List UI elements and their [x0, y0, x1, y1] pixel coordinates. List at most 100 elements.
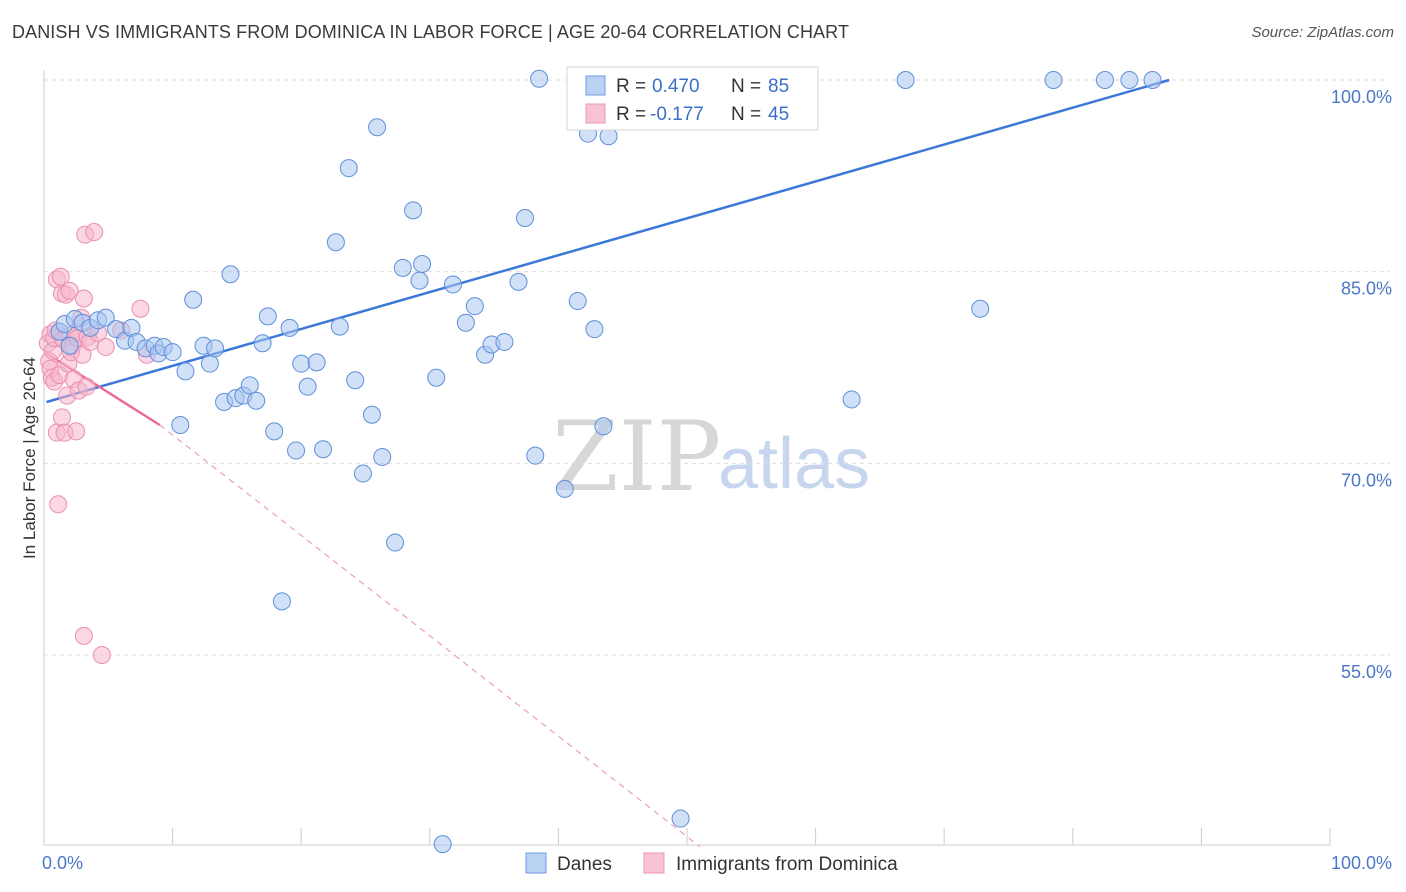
legend-r-label-2: R =: [616, 104, 646, 125]
chart-title: DANISH VS IMMIGRANTS FROM DOMINICA IN LA…: [12, 22, 850, 42]
stats-legend-box: [566, 66, 819, 131]
point-danes: [1120, 71, 1139, 89]
point-danes: [163, 343, 182, 362]
point-danes: [404, 201, 423, 220]
point-danes: [60, 336, 79, 355]
point-danes: [368, 118, 387, 137]
point-danes: [362, 405, 381, 424]
point-immigrants: [131, 299, 150, 318]
source-credit: Source: ZipAtlas.com: [1251, 24, 1394, 41]
y-tick-label: 55.0%: [1341, 662, 1392, 682]
point-danes: [240, 376, 259, 395]
point-danes: [515, 209, 534, 227]
point-danes: [594, 417, 613, 436]
y-tick-label: 100.0%: [1331, 87, 1392, 107]
point-danes: [555, 479, 574, 498]
point-danes: [495, 332, 514, 351]
legend-r-label-1: R =: [616, 76, 646, 97]
point-danes: [413, 255, 432, 273]
point-immigrants: [67, 422, 86, 441]
point-danes: [221, 265, 240, 284]
point-danes: [314, 440, 333, 459]
point-danes: [184, 290, 203, 309]
y-tick-label: 70.0%: [1341, 470, 1392, 490]
point-danes: [1044, 71, 1063, 89]
y-axis-label: In Labor Force | Age 20-64: [20, 357, 39, 559]
point-danes: [386, 533, 405, 552]
point-danes: [307, 353, 326, 372]
point-danes: [353, 464, 372, 483]
legend-n-value-1: 85: [768, 76, 789, 97]
trend-line-danes: [46, 78, 1170, 404]
point-danes: [410, 271, 429, 290]
point-immigrants: [77, 377, 96, 396]
tick-labels: 55.0% 70.0% 85.0% 100.0% 0.0% 100.0%: [42, 87, 1392, 873]
legend-r-value-1: 0.470: [652, 76, 700, 97]
point-danes: [1095, 71, 1114, 89]
legend-n-label-2: N =: [731, 104, 761, 125]
point-danes: [272, 592, 291, 611]
point-danes: [339, 159, 358, 178]
point-danes: [526, 446, 545, 465]
point-danes: [971, 299, 990, 318]
point-danes: [206, 339, 225, 358]
point-danes: [200, 354, 219, 373]
point-danes: [292, 354, 311, 373]
point-immigrants: [49, 495, 68, 514]
point-danes: [443, 275, 462, 294]
legend-swatch-immigrants-bottom: [643, 852, 665, 874]
point-danes: [247, 391, 266, 410]
point-danes: [509, 272, 528, 291]
point-immigrants: [53, 408, 72, 427]
y-tick-label: 85.0%: [1341, 279, 1392, 299]
series-legend: Danes Immigrants from Dominica: [525, 852, 898, 875]
point-danes: [568, 292, 587, 311]
point-immigrants: [74, 289, 93, 308]
point-danes: [433, 835, 452, 854]
point-immigrants: [60, 281, 79, 300]
point-danes: [427, 368, 446, 387]
point-danes: [176, 362, 195, 381]
x-tick-label: 0.0%: [42, 853, 83, 873]
axes: [43, 70, 1331, 846]
point-danes: [671, 809, 690, 828]
point-danes: [393, 258, 412, 277]
point-immigrants: [92, 646, 111, 664]
x-tick-label: 100.0%: [1331, 853, 1392, 873]
point-danes: [585, 320, 604, 339]
legend-swatch-danes: [585, 75, 606, 96]
legend-swatch-immigrants: [585, 103, 606, 124]
point-danes: [346, 371, 365, 390]
stats-legend: R = 0.470 N = 85 R = -0.177 N = 45: [566, 66, 819, 131]
point-danes: [258, 307, 277, 326]
point-immigrants: [74, 626, 93, 645]
point-danes: [280, 318, 299, 337]
watermark-atlas: atlas: [718, 424, 870, 504]
point-danes: [842, 390, 861, 409]
point-danes: [1143, 71, 1162, 89]
legend-r-value-2: -0.177: [650, 104, 704, 125]
legend-label-danes: Danes: [557, 854, 612, 875]
point-danes: [330, 317, 349, 336]
legend-n-value-2: 45: [768, 104, 789, 125]
legend-swatch-danes-bottom: [525, 852, 547, 874]
point-danes: [373, 447, 392, 466]
trend-line-immigrants-extension: [159, 424, 701, 848]
grid-lines: [44, 79, 1390, 656]
point-danes: [96, 308, 115, 327]
point-danes: [326, 233, 345, 252]
point-danes: [265, 422, 284, 441]
point-danes: [465, 297, 484, 316]
point-danes: [298, 377, 317, 396]
point-danes: [287, 441, 306, 460]
watermark-zip: ZIP: [552, 401, 721, 513]
point-danes: [456, 313, 475, 332]
point-immigrants: [85, 223, 104, 242]
point-danes: [530, 69, 549, 88]
point-danes: [171, 416, 190, 434]
point-danes: [896, 71, 915, 89]
point-immigrants: [96, 338, 115, 357]
legend-n-label-1: N =: [731, 76, 761, 97]
legend-label-immigrants: Immigrants from Dominica: [676, 854, 898, 875]
